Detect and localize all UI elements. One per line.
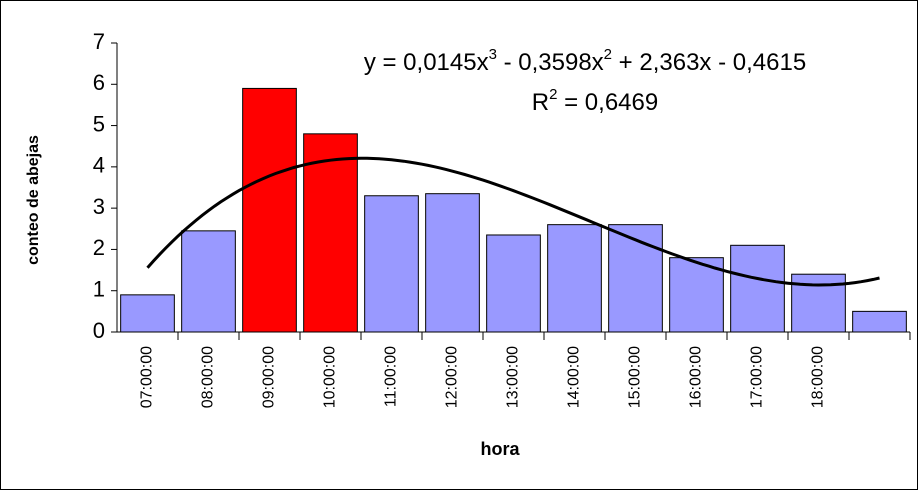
y-tick-label: 5 <box>93 111 105 136</box>
bar <box>425 193 480 333</box>
x-tick-label: 07:00:00 <box>139 346 156 408</box>
r-squared: R2 = 0,6469 <box>532 86 658 116</box>
bar <box>364 195 419 333</box>
y-tick-label: 6 <box>93 70 105 95</box>
y-tick-label: 3 <box>93 194 105 219</box>
y-tick-label: 4 <box>93 153 105 178</box>
x-tick-label: 17:00:00 <box>749 346 766 408</box>
r2-part: R <box>532 89 549 116</box>
bar <box>669 257 724 333</box>
equation-part: y = 0,0145x <box>364 49 489 76</box>
y-tick-label: 1 <box>93 277 105 302</box>
y-tick-label: 7 <box>93 29 105 54</box>
equation-part: - 0,3598x <box>497 49 604 76</box>
x-tick-label: 13:00:00 <box>505 346 522 408</box>
y-axis-label: conteo de abejas <box>25 135 42 265</box>
equation-exponent: 3 <box>489 46 497 63</box>
trendline-equation: y = 0,0145x3 - 0,3598x2 + 2,363x - 0,461… <box>364 46 806 76</box>
equation-part: + 2,363x - 0,4615 <box>612 49 806 76</box>
bar <box>852 310 907 333</box>
x-tick-label: 16:00:00 <box>688 346 705 408</box>
bar <box>730 244 785 333</box>
x-tick-label: 11:00:00 <box>383 346 400 407</box>
x-tick-label: 10:00:00 <box>322 346 339 408</box>
trendline <box>146 156 880 287</box>
y-tick-label: 2 <box>93 235 105 260</box>
bar <box>547 224 602 333</box>
bar <box>242 87 297 333</box>
x-tick-label: 09:00:00 <box>261 346 278 408</box>
bar <box>120 294 175 333</box>
bar <box>608 224 663 333</box>
bar <box>181 230 236 333</box>
x-tick-label: 12:00:00 <box>444 346 461 408</box>
equation-exponent: 2 <box>604 46 612 63</box>
r2-part: = 0,6469 <box>557 89 658 116</box>
x-axis-label: hora <box>480 439 520 459</box>
x-tick-label: 15:00:00 <box>627 346 644 408</box>
x-tick-label: 18:00:00 <box>810 346 827 408</box>
r2-exponent: 2 <box>549 86 557 103</box>
x-tick-label: 14:00:00 <box>566 346 583 408</box>
bar <box>486 234 541 333</box>
y-tick-label: 0 <box>93 318 105 343</box>
x-tick-label: 08:00:00 <box>200 346 217 408</box>
